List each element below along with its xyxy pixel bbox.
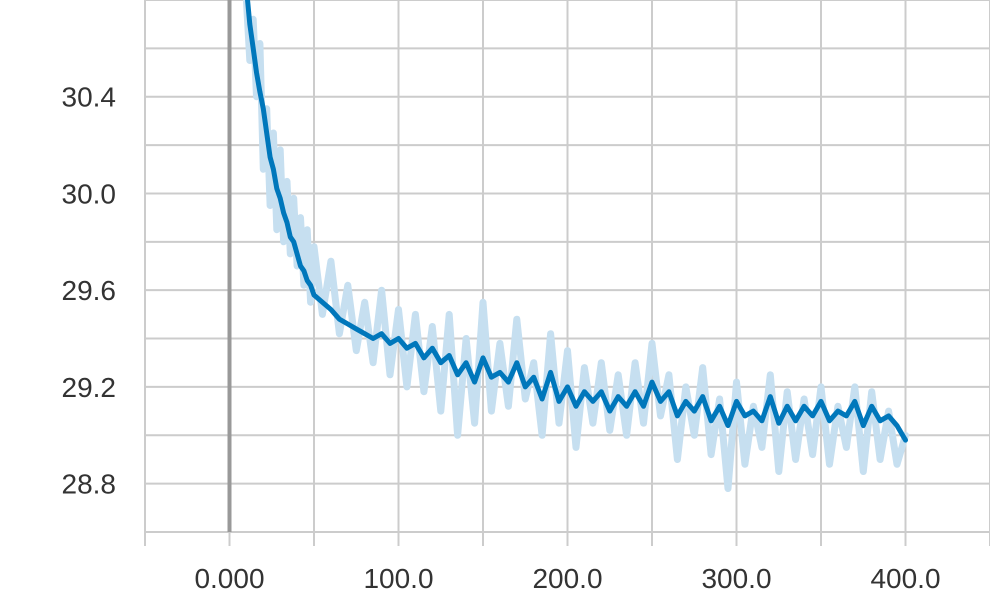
series-raw-line [242, 0, 909, 492]
x-tick-label: 0.000 [194, 563, 264, 594]
x-tick-label: 100.0 [363, 563, 433, 594]
x-tick-label: 200.0 [532, 563, 602, 594]
y-tick-label: 29.6 [62, 275, 117, 306]
axes [144, 0, 990, 546]
x-tick-label: 300.0 [701, 563, 771, 594]
y-tick-label: 29.2 [62, 372, 117, 403]
y-tick-label: 30.4 [62, 82, 117, 113]
y-tick-label: 30.0 [62, 178, 117, 209]
x-tick-label: 400.0 [870, 563, 940, 594]
series-layer [242, 0, 909, 492]
tick-labels: 0.000 100.0 200.0 300.0 400.0 28.8 29.2 29.6 30.… [62, 82, 941, 594]
y-tick-label: 28.8 [62, 469, 117, 500]
series-smoothed-line [245, 0, 908, 443]
